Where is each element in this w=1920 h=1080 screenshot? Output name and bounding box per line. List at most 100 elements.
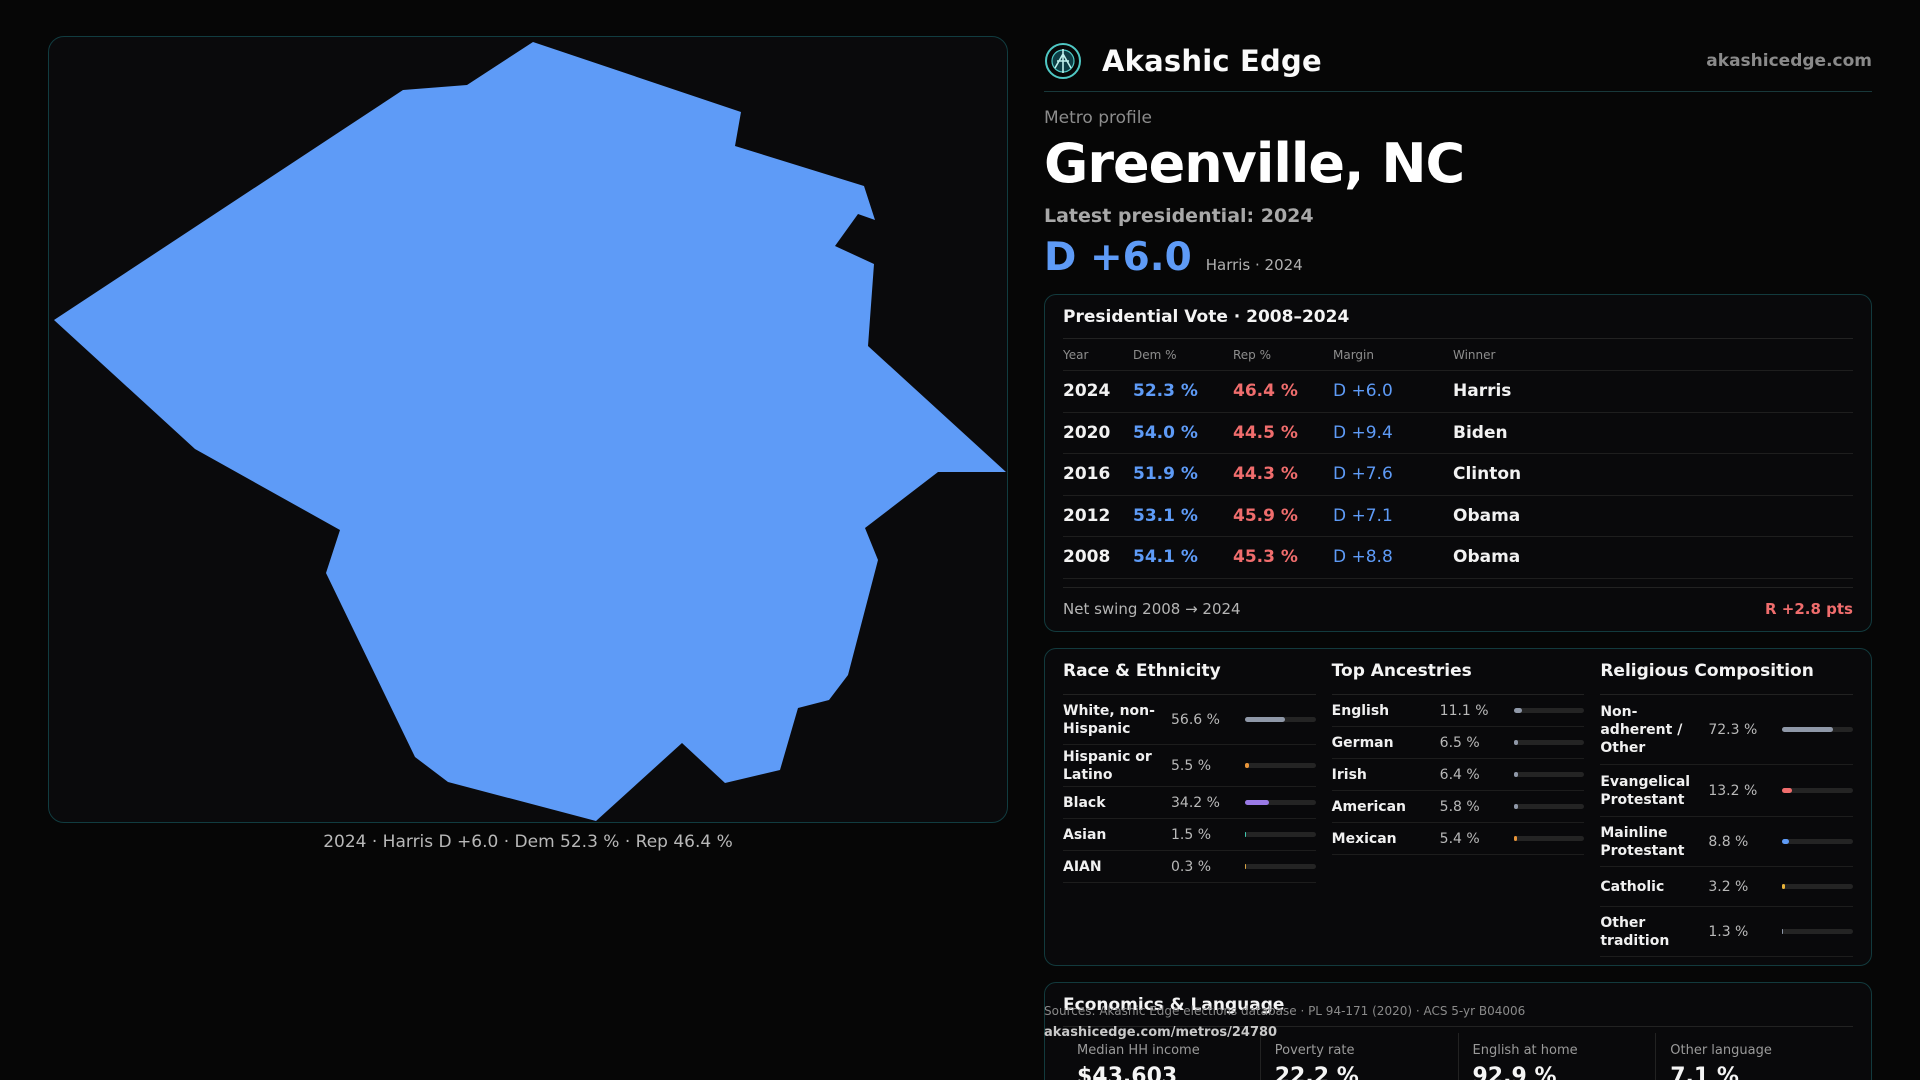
county-map[interactable]	[48, 36, 1008, 823]
item-value: 72.3 %	[1708, 721, 1758, 738]
religion-rows: Non-adherent / Other 72.3 % Evangelical Pr…	[1600, 695, 1854, 957]
progress-bar	[1782, 839, 1854, 844]
econ-cell: Poverty rate 22.2 %	[1259, 1033, 1458, 1080]
brand-url-link[interactable]: akashicedge.com	[1706, 50, 1872, 71]
cell-year: 2020	[1063, 422, 1111, 443]
econ-label: Median HH income	[1077, 1043, 1200, 1058]
item-label: Catholic	[1600, 878, 1665, 895]
vote-card-title: Presidential Vote · 2008–2024	[1063, 307, 1853, 339]
item-label: Evangelical Protestant	[1600, 773, 1691, 808]
list-item: Black 34.2 %	[1063, 787, 1316, 819]
cell-margin: D +9.4	[1333, 422, 1393, 443]
cell-rep: 46.4 %	[1233, 381, 1298, 402]
col-header-winner: Winner	[1453, 347, 1496, 362]
metro-url-link[interactable]: akashicedge.com/metros/24780	[1044, 1025, 1278, 1040]
county-map-svg	[54, 42, 1006, 821]
cell-dem: 54.1 %	[1133, 547, 1198, 568]
net-swing-value: R +2.8 pts	[1765, 600, 1853, 618]
latest-presidential-label: Latest presidential: 2024	[1044, 205, 1314, 227]
race-ethnicity-section: Race & Ethnicity White, non-Hispanic 56.6…	[1063, 661, 1316, 965]
list-item: AIAN 0.3 %	[1063, 851, 1316, 883]
item-label: Mexican	[1331, 830, 1397, 847]
econ-cell: Other language 7.1 %	[1655, 1033, 1853, 1080]
brand-bar: Akashic Edge akashicedge.com	[1044, 30, 1872, 92]
table-row: 2020 54.0 % 44.5 % D +9.4 Biden	[1063, 413, 1853, 454]
ancestry-title: Top Ancestries	[1331, 661, 1585, 695]
cell-rep: 44.5 %	[1233, 422, 1298, 443]
progress-fill	[1782, 929, 1784, 934]
brand-name: Akashic Edge	[1102, 43, 1322, 78]
list-item: Catholic 3.2 %	[1600, 867, 1854, 907]
cell-rep: 44.3 %	[1233, 464, 1298, 485]
col-header-rep: Rep %	[1233, 347, 1272, 362]
progress-bar	[1245, 800, 1316, 805]
cell-year: 2024	[1063, 381, 1111, 402]
cell-winner: Obama	[1453, 547, 1521, 568]
list-item: Mexican 5.4 %	[1331, 823, 1585, 855]
progress-bar	[1782, 884, 1854, 889]
progress-bar	[1513, 836, 1585, 841]
cell-margin: D +7.6	[1333, 464, 1393, 485]
progress-bar	[1782, 788, 1854, 793]
progress-bar	[1513, 772, 1585, 777]
cell-dem: 51.9 %	[1133, 464, 1198, 485]
race-rows: White, non-Hispanic 56.6 % Hispanic or Lat…	[1063, 695, 1316, 883]
county-shape[interactable]	[54, 42, 1006, 821]
progress-fill	[1782, 839, 1789, 844]
col-header-year: Year	[1063, 347, 1089, 362]
cell-year: 2008	[1063, 547, 1111, 568]
econ-value: $43,603	[1077, 1064, 1178, 1080]
item-label: Other tradition	[1600, 914, 1670, 949]
progress-fill	[1513, 740, 1519, 745]
religion-section: Religious Composition Non-adherent / Oth…	[1600, 661, 1854, 965]
item-label: American	[1331, 798, 1407, 815]
list-item: Non-adherent / Other 72.3 %	[1600, 695, 1854, 765]
economics-grid: Median HH income $43,603 Poverty rate 22…	[1063, 1033, 1853, 1080]
table-row: 2012 53.1 % 45.9 % D +7.1 Obama	[1063, 496, 1853, 537]
progress-bar	[1245, 832, 1316, 837]
progress-bar	[1513, 804, 1585, 809]
cell-margin: D +8.8	[1333, 547, 1393, 568]
item-value: 56.6 %	[1171, 711, 1220, 728]
cell-dem: 53.1 %	[1133, 505, 1198, 526]
progress-fill	[1513, 708, 1522, 713]
table-row: 2024 52.3 % 46.4 % D +6.0 Harris	[1063, 371, 1853, 413]
progress-fill	[1245, 763, 1249, 768]
cell-year: 2012	[1063, 505, 1111, 526]
item-label: English	[1331, 702, 1390, 719]
progress-bar	[1245, 717, 1316, 722]
race-title: Race & Ethnicity	[1063, 661, 1316, 695]
progress-bar	[1245, 864, 1316, 869]
progress-fill	[1782, 727, 1834, 732]
progress-bar	[1245, 763, 1316, 768]
item-label: Hispanic or Latino	[1063, 748, 1152, 783]
latest-margin-sub: Harris · 2024	[1205, 256, 1303, 274]
econ-label: Poverty rate	[1274, 1043, 1355, 1058]
list-item: Hispanic or Latino 5.5 %	[1063, 745, 1316, 787]
progress-bar	[1782, 727, 1854, 732]
cell-margin: D +7.1	[1333, 505, 1393, 526]
item-label: Black	[1063, 794, 1106, 811]
item-label: Non-adherent / Other	[1600, 703, 1683, 756]
progress-bar	[1513, 708, 1585, 713]
religion-title: Religious Composition	[1600, 661, 1854, 695]
item-value: 8.8 %	[1708, 833, 1749, 850]
progress-fill	[1245, 717, 1285, 722]
item-value: 34.2 %	[1171, 794, 1220, 811]
progress-fill	[1513, 804, 1518, 809]
net-swing-label: Net swing 2008 → 2024	[1063, 600, 1241, 618]
list-item: English 11.1 %	[1331, 695, 1585, 727]
item-label: Mainline Protestant	[1600, 824, 1685, 859]
sources-note: Sources: Akashic Edge elections database…	[1044, 1004, 1526, 1018]
latest-margin-row: D +6.0 Harris · 2024	[1044, 235, 1872, 280]
item-label: Irish	[1331, 766, 1367, 783]
econ-value: 92.9 %	[1472, 1064, 1557, 1080]
list-item: Asian 1.5 %	[1063, 819, 1316, 851]
economics-title: Economics & Language	[1063, 995, 1853, 1027]
progress-fill	[1782, 788, 1792, 793]
progress-fill	[1782, 884, 1785, 889]
profile-panel: Akashic Edge akashicedge.com Metro profi…	[1044, 30, 1872, 1080]
akashic-logo-icon	[1045, 42, 1081, 79]
item-value: 6.5 %	[1439, 734, 1480, 751]
table-row: 2008 54.1 % 45.3 % D +8.8 Obama	[1063, 537, 1853, 579]
